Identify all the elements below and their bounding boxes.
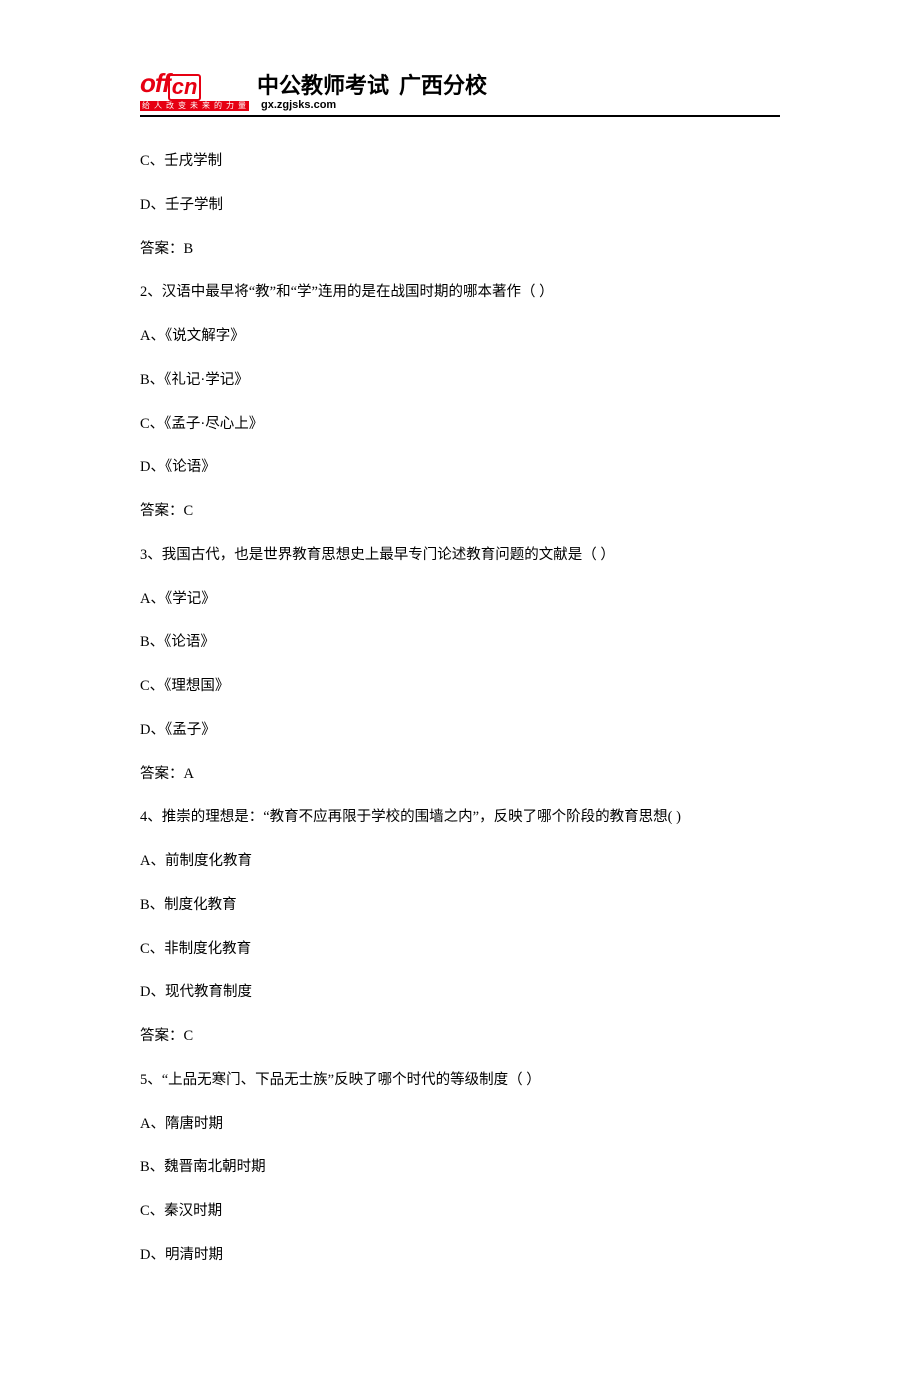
header-divider bbox=[140, 115, 780, 117]
header-logo-block: off cn 给 人 改 变 未 来 的 力 量 中公教师考试 广西分校 gx.… bbox=[140, 70, 780, 111]
option-line: D、壬子学制 bbox=[140, 195, 780, 217]
logo-cn-branch: 广西分校 bbox=[399, 73, 487, 98]
document-body: C、壬戌学制 D、壬子学制 答案：B 2、汉语中最早将“教”和“学”连用的是在战… bbox=[140, 151, 780, 1267]
option-line: C、《理想国》 bbox=[140, 676, 780, 698]
option-line: D、《孟子》 bbox=[140, 720, 780, 742]
option-line: D、《论语》 bbox=[140, 457, 780, 479]
option-line: C、《孟子·尽心上》 bbox=[140, 414, 780, 436]
option-line: B、魏晋南北朝时期 bbox=[140, 1157, 780, 1179]
answer-line: 答案：B bbox=[140, 239, 780, 261]
logo-text-box: cn bbox=[168, 74, 202, 101]
logo-chinese-block: 中公教师考试 广西分校 gx.zgjsks.com bbox=[257, 75, 487, 111]
option-line: D、现代教育制度 bbox=[140, 982, 780, 1004]
option-line: A、《学记》 bbox=[140, 589, 780, 611]
question-line: 2、汉语中最早将“教”和“学”连用的是在战国时期的哪本著作（ ） bbox=[140, 282, 780, 304]
page-header: off cn 给 人 改 变 未 来 的 力 量 中公教师考试 广西分校 gx.… bbox=[140, 70, 780, 123]
question-line: 3、我国古代，也是世界教育思想史上最早专门论述教育问题的文献是（ ） bbox=[140, 545, 780, 567]
option-line: B、《礼记·学记》 bbox=[140, 370, 780, 392]
logo-text-left: off bbox=[140, 70, 170, 96]
answer-line: 答案：A bbox=[140, 764, 780, 786]
document-page: off cn 给 人 改 变 未 来 的 力 量 中公教师考试 广西分校 gx.… bbox=[0, 0, 920, 1389]
logo-offcn: off cn 给 人 改 变 未 来 的 力 量 bbox=[140, 70, 249, 111]
option-line: B、《论语》 bbox=[140, 632, 780, 654]
option-line: D、明清时期 bbox=[140, 1245, 780, 1267]
option-line: B、制度化教育 bbox=[140, 895, 780, 917]
question-line: 4、推崇的理想是：“教育不应再限于学校的围墙之内”，反映了哪个阶段的教育思想( … bbox=[140, 807, 780, 829]
option-line: A、前制度化教育 bbox=[140, 851, 780, 873]
answer-line: 答案：C bbox=[140, 501, 780, 523]
option-line: C、秦汉时期 bbox=[140, 1201, 780, 1223]
logo-chinese-row: 中公教师考试 广西分校 bbox=[257, 75, 487, 97]
answer-line: 答案：C bbox=[140, 1026, 780, 1048]
logo-english: off cn bbox=[140, 70, 249, 99]
logo-cn-main: 中公教师考试 bbox=[257, 73, 389, 98]
logo-url: gx.zgjsks.com bbox=[261, 100, 487, 111]
option-line: A、隋唐时期 bbox=[140, 1114, 780, 1136]
option-line: A、《说文解字》 bbox=[140, 326, 780, 348]
question-line: 5、“上品无寒门、下品无士族”反映了哪个时代的等级制度（ ） bbox=[140, 1070, 780, 1092]
logo-slogan: 给 人 改 变 未 来 的 力 量 bbox=[140, 101, 249, 111]
option-line: C、非制度化教育 bbox=[140, 939, 780, 961]
option-line: C、壬戌学制 bbox=[140, 151, 780, 173]
